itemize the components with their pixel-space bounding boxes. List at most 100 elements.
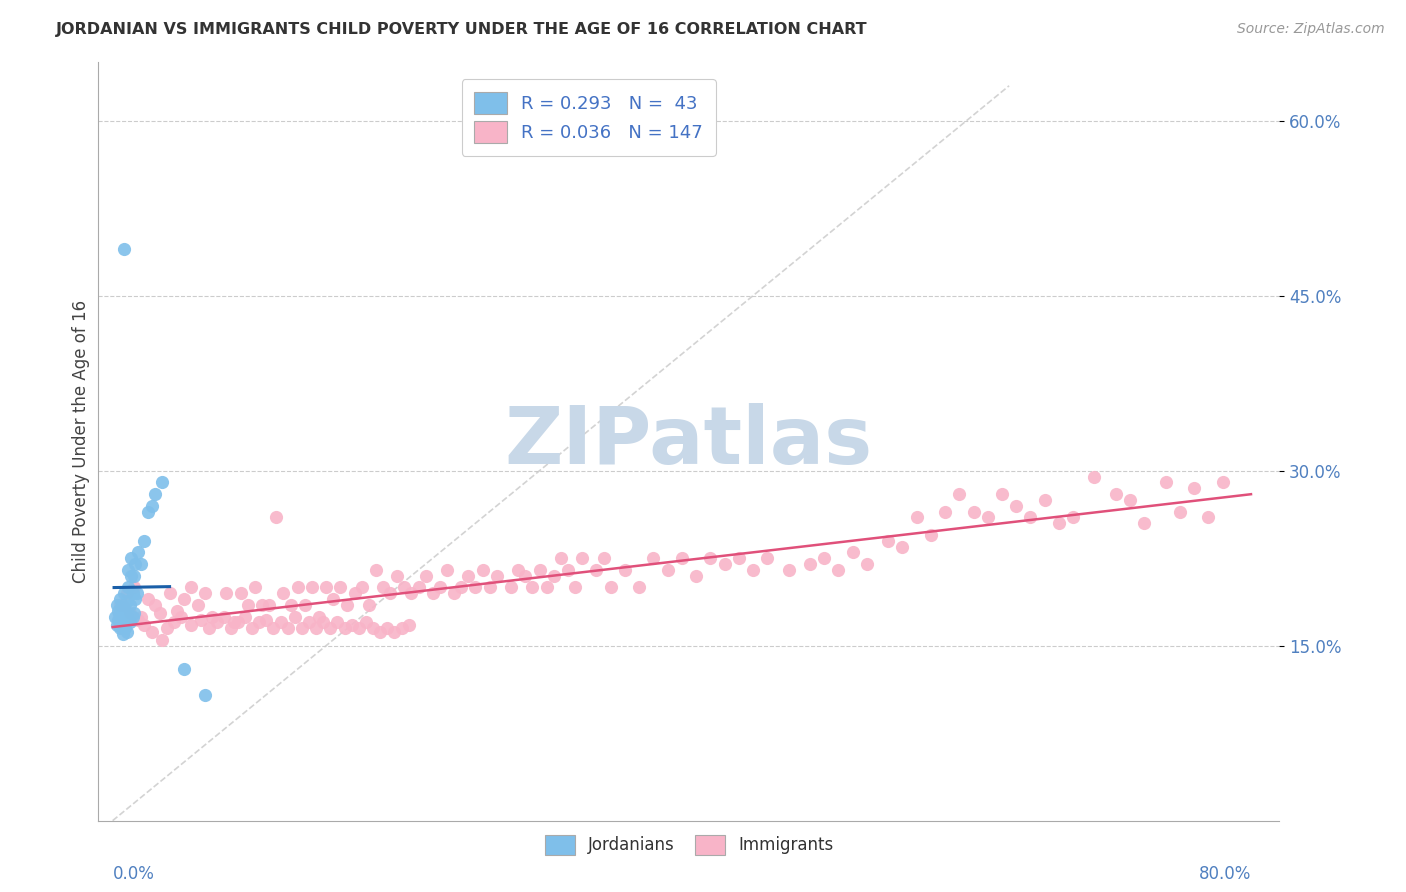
Point [194,586,217,600]
Point [262,621,284,635]
Point [657,563,679,577]
Point [550,551,572,566]
Point [115,594,138,608]
Point [273,586,295,600]
Point [991,487,1014,501]
Point [240,621,263,635]
Point [277,621,299,635]
Point [1212,475,1234,490]
Point [962,504,984,518]
Point [1083,469,1105,483]
Point [129,609,152,624]
Point [117,563,139,577]
Point [322,592,344,607]
Text: 80.0%: 80.0% [1199,865,1251,883]
Text: Source: ZipAtlas.com: Source: ZipAtlas.com [1237,22,1385,37]
Point [415,568,437,582]
Point [613,563,636,577]
Point [457,568,479,582]
Point [166,604,188,618]
Point [124,557,146,571]
Point [443,586,465,600]
Point [1119,492,1142,507]
Point [129,557,152,571]
Point [856,557,879,571]
Point [114,621,136,635]
Text: JORDANIAN VS IMMIGRANTS CHILD POVERTY UNDER THE AGE OF 16 CORRELATION CHART: JORDANIAN VS IMMIGRANTS CHILD POVERTY UN… [56,22,868,37]
Point [136,592,159,607]
Point [120,568,142,582]
Point [257,598,280,612]
Y-axis label: Child Poverty Under the Age of 16: Child Poverty Under the Age of 16 [72,300,90,583]
Point [298,615,321,630]
Point [107,604,129,618]
Point [105,598,128,612]
Text: ZIPatlas: ZIPatlas [505,402,873,481]
Point [226,615,249,630]
Point [557,563,579,577]
Point [125,586,148,600]
Point [1133,516,1156,531]
Point [112,242,135,256]
Point [394,580,416,594]
Point [127,545,149,559]
Point [180,580,202,594]
Point [105,617,128,632]
Point [121,586,143,600]
Point [408,580,430,594]
Point [198,621,221,635]
Point [219,621,242,635]
Point [1062,510,1084,524]
Point [727,551,749,566]
Point [478,580,501,594]
Point [152,632,174,647]
Point [115,609,138,624]
Point [319,621,342,635]
Point [141,624,163,639]
Point [287,580,309,594]
Point [122,580,145,594]
Point [141,499,163,513]
Point [194,688,217,702]
Point [115,586,138,600]
Point [305,621,328,635]
Point [371,580,394,594]
Point [201,609,224,624]
Text: 0.0%: 0.0% [112,865,155,883]
Point [333,621,356,635]
Point [671,551,693,566]
Point [112,617,135,632]
Point [308,609,330,624]
Point [515,568,537,582]
Point [429,580,451,594]
Point [173,662,195,676]
Point [543,568,565,582]
Point [291,621,314,635]
Point [110,615,132,630]
Point [347,621,370,635]
Point [336,598,359,612]
Point [136,504,159,518]
Point [111,627,134,641]
Point [326,615,349,630]
Point [114,606,136,620]
Point [170,609,193,624]
Point [1154,475,1177,490]
Point [508,563,530,577]
Point [877,533,900,548]
Point [564,580,586,594]
Point [122,568,145,582]
Point [378,586,401,600]
Point [111,609,134,624]
Point [205,615,228,630]
Point [117,580,139,594]
Point [354,615,377,630]
Point [120,551,142,566]
Point [122,606,145,620]
Point [190,613,212,627]
Point [391,621,413,635]
Point [156,621,179,635]
Point [361,621,384,635]
Point [180,617,202,632]
Point [132,617,155,632]
